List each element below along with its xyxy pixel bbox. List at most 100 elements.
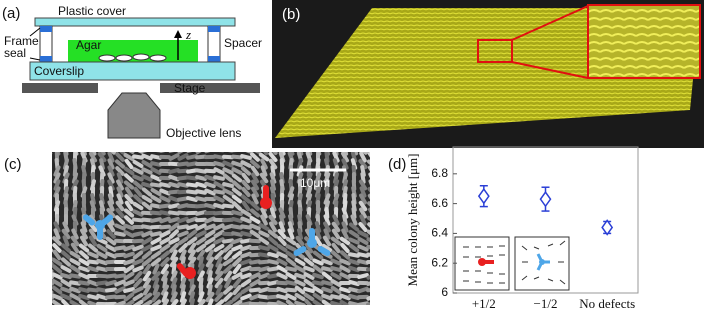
rod: [132, 154, 144, 160]
rod: [285, 299, 297, 305]
rod: [366, 237, 370, 245]
rod: [240, 265, 252, 273]
rod: [303, 286, 315, 294]
rod: [366, 293, 370, 301]
rod: [231, 187, 243, 197]
rod: [348, 273, 360, 279]
rod: [214, 277, 224, 289]
rod: [357, 273, 369, 279]
rod: [295, 235, 305, 247]
panel-label: (b): [282, 6, 300, 23]
rod: [213, 167, 225, 175]
rod: [123, 244, 135, 252]
rod: [53, 221, 61, 233]
rod: [150, 231, 162, 237]
rod: [231, 160, 243, 168]
rod: [115, 152, 125, 162]
rod: [105, 279, 117, 287]
rod: [159, 195, 171, 203]
rod: [196, 298, 206, 305]
rod: [357, 230, 369, 238]
rod: [116, 179, 124, 191]
rod: [204, 196, 216, 202]
rod: [46, 186, 51, 198]
rod: [87, 279, 99, 287]
rod: [52, 293, 63, 301]
rod: [179, 291, 187, 303]
rod: [314, 186, 322, 198]
rod: [231, 224, 243, 230]
stage: [22, 83, 98, 93]
rod: [285, 250, 297, 260]
rod: [142, 277, 152, 289]
rod: [150, 237, 162, 245]
rod: [357, 301, 369, 305]
rod: [177, 236, 189, 246]
rod: [231, 237, 243, 245]
rod: [99, 158, 105, 170]
rod: [276, 286, 288, 294]
rod: [52, 243, 62, 253]
rod: [222, 167, 234, 175]
rod: [132, 209, 144, 217]
rod: [195, 152, 207, 155]
rod: [141, 194, 153, 204]
rod: [206, 298, 214, 305]
rod: [260, 214, 268, 226]
rod: [258, 236, 270, 246]
rod: [214, 292, 224, 302]
rod: [341, 158, 349, 170]
arrowhead: [174, 30, 182, 38]
rod: [330, 294, 342, 300]
rod: [159, 168, 171, 174]
inset-plus: [454, 236, 510, 291]
mean-marker: [477, 187, 490, 205]
rod: [105, 259, 117, 265]
rod: [222, 154, 234, 160]
rod: [195, 161, 207, 167]
rod: [189, 298, 195, 305]
rod: [213, 202, 225, 210]
rod: [195, 154, 207, 160]
rod: [331, 242, 341, 254]
rod: [312, 299, 324, 305]
rod: [177, 210, 189, 216]
rod: [232, 292, 242, 302]
rod: [132, 159, 144, 169]
label: Objective lens: [166, 126, 241, 140]
rod: [321, 266, 333, 272]
rod: [115, 200, 125, 212]
rod: [231, 250, 243, 260]
rod: [287, 228, 295, 240]
rod: [60, 272, 72, 280]
rod: [161, 284, 169, 296]
rod: [267, 273, 279, 279]
rod: [232, 180, 242, 190]
rod: [188, 284, 196, 296]
rod: [186, 175, 198, 181]
rod: [204, 168, 216, 174]
rod: [240, 258, 252, 266]
rod: [96, 258, 108, 266]
rod: [195, 168, 207, 174]
rod: [240, 301, 252, 305]
rod: [366, 259, 370, 265]
rod: [141, 257, 153, 267]
rod: [250, 165, 260, 177]
rod: [312, 258, 324, 266]
rod: [339, 299, 351, 305]
rod: [96, 280, 108, 286]
rod: [88, 152, 98, 163]
rod: [359, 152, 367, 163]
rod: [258, 286, 270, 294]
rod: [349, 152, 359, 156]
rod: [232, 284, 242, 296]
rod: [285, 272, 297, 280]
rod: [330, 266, 342, 272]
rod: [258, 223, 270, 231]
rod: [232, 263, 242, 275]
rod: [204, 223, 216, 231]
label: Frame: [4, 34, 39, 48]
rod: [116, 172, 124, 184]
rod: [251, 193, 259, 205]
